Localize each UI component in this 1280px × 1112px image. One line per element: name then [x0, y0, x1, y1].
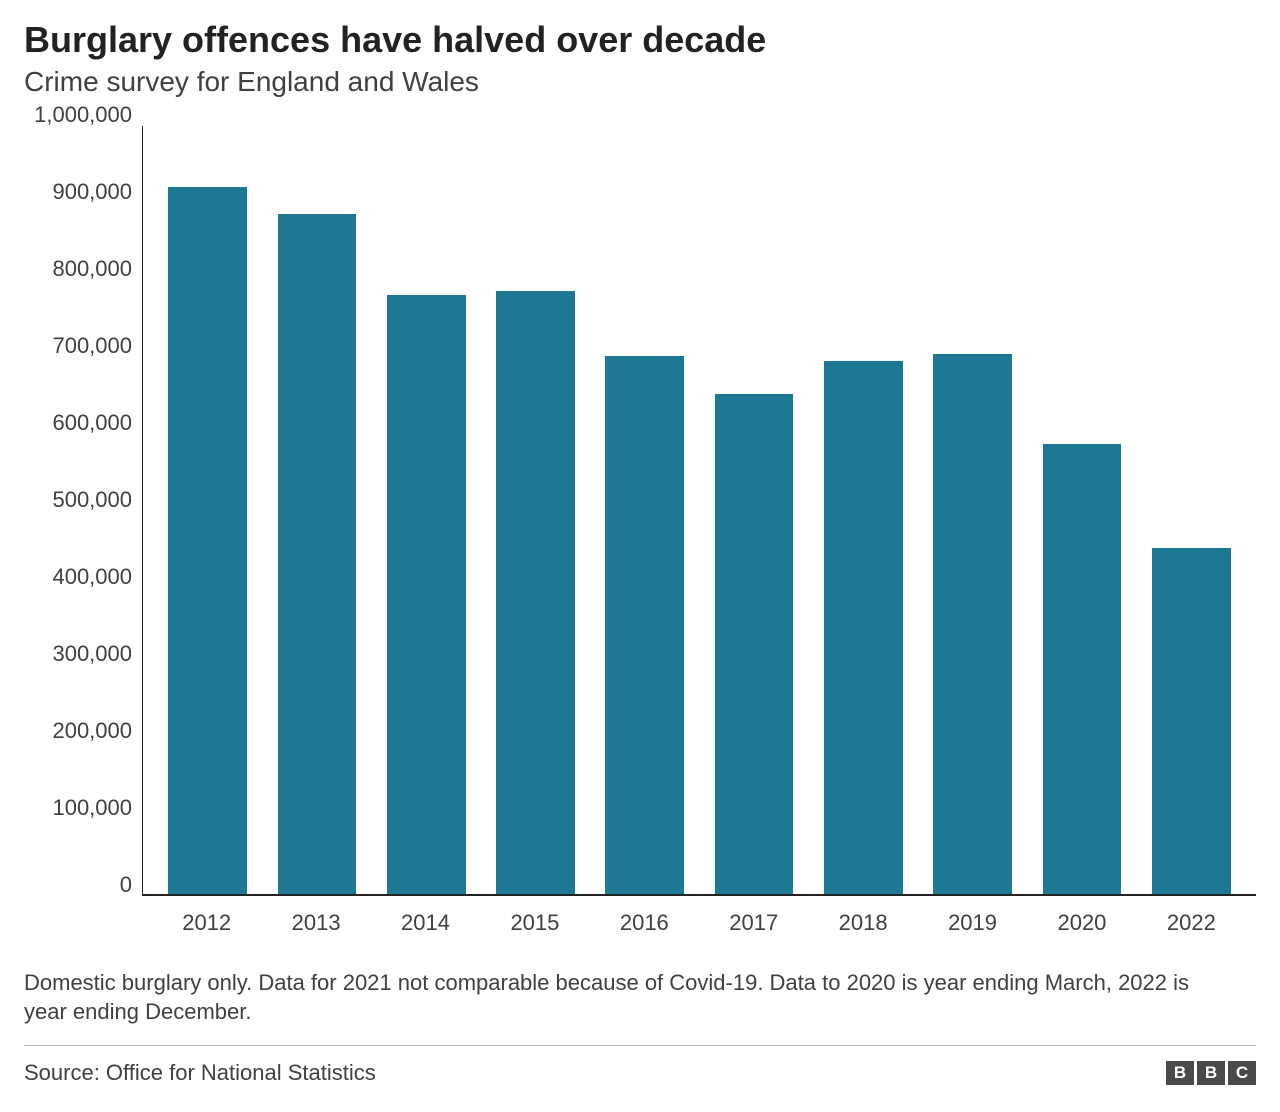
- x-tick-label: 2020: [1027, 910, 1136, 936]
- bar-slot: [1027, 126, 1136, 894]
- x-tick-label: 2016: [590, 910, 699, 936]
- bar: [278, 214, 357, 894]
- x-tick-label: 2015: [480, 910, 589, 936]
- bar-slot: [262, 126, 371, 894]
- bar: [715, 394, 794, 893]
- bar-slot: [809, 126, 918, 894]
- bbc-logo-box: C: [1228, 1061, 1256, 1085]
- bbc-logo-box: B: [1197, 1061, 1225, 1085]
- x-tick-label: 2018: [808, 910, 917, 936]
- bar: [933, 354, 1012, 893]
- x-axis: 2012201320142015201620172018201920202022: [142, 896, 1256, 936]
- bar: [496, 291, 575, 894]
- bar-slot: [590, 126, 699, 894]
- x-tick-label: 2012: [152, 910, 261, 936]
- bar-slot: [372, 126, 481, 894]
- x-tick-label: 2013: [261, 910, 370, 936]
- chart-footer: Source: Office for National Statistics B…: [24, 1045, 1256, 1086]
- chart-title: Burglary offences have halved over decad…: [24, 20, 1256, 60]
- bar-slot: [918, 126, 1027, 894]
- x-tick-label: 2019: [918, 910, 1027, 936]
- bar-slot: [153, 126, 262, 894]
- bar: [387, 295, 466, 894]
- bar: [168, 187, 247, 894]
- plot-area: [142, 126, 1256, 896]
- x-tick-label: 2017: [699, 910, 808, 936]
- x-tick-label: 2014: [371, 910, 480, 936]
- bar: [824, 361, 903, 893]
- bar-slot: [481, 126, 590, 894]
- y-axis: 0100,000200,000300,000400,000500,000600,…: [24, 115, 142, 885]
- chart-subtitle: Crime survey for England and Wales: [24, 66, 1256, 98]
- chart-container: 0100,000200,000300,000400,000500,000600,…: [24, 126, 1256, 936]
- chart-note: Domestic burglary only. Data for 2021 no…: [24, 968, 1204, 1027]
- bbc-logo-box: B: [1166, 1061, 1194, 1085]
- source-text: Source: Office for National Statistics: [24, 1060, 376, 1086]
- bbc-logo: BBC: [1166, 1061, 1256, 1085]
- x-tick-label: 2022: [1137, 910, 1246, 936]
- bar-slot: [1137, 126, 1246, 894]
- bars-container: [143, 126, 1256, 894]
- bar: [605, 356, 684, 894]
- bar: [1152, 548, 1231, 894]
- bar: [1043, 444, 1122, 893]
- bar-slot: [699, 126, 808, 894]
